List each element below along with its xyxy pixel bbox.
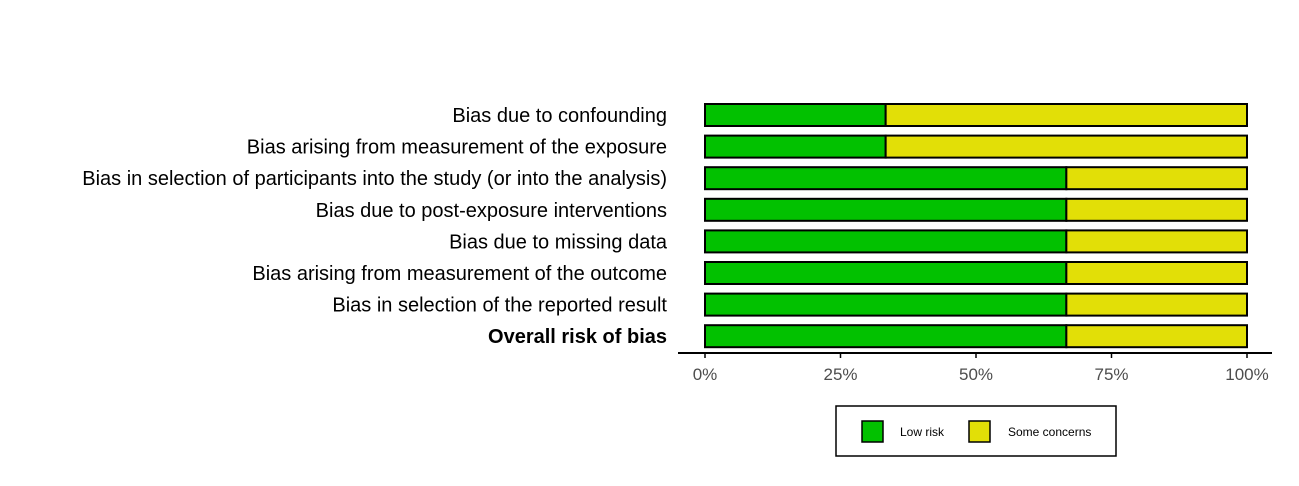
bar-low-risk [704,292,1068,317]
x-tick-label: 100% [1225,365,1268,384]
y-tick-label: Bias in selection of the reported result [332,295,667,317]
bar-low-risk [704,134,887,159]
legend: Low risk Some concerns [835,405,1117,457]
bar-low-risk [704,229,1068,254]
bar-low-risk [704,103,887,127]
bar-low-risk [704,324,1068,349]
x-tick-label: 75% [1094,365,1128,384]
legend-swatch [968,420,991,443]
bar-some-concerns [884,134,1249,159]
y-tick-label: Bias in selection of participants into t… [82,168,667,190]
legend-label: Low risk [900,425,945,439]
y-tick-label: Bias arising from measurement of the exp… [247,137,667,159]
bar-some-concerns [884,103,1249,127]
bar-some-concerns [1065,292,1249,317]
bar-low-risk [704,261,1068,285]
y-tick-label: Bias due to confounding [452,105,667,127]
bar-some-concerns [1065,261,1249,285]
y-tick-label: Bias due to post-exposure interventions [316,200,667,222]
bar-some-concerns [1065,324,1249,349]
y-tick-label: Bias arising from measurement of the out… [252,263,667,285]
bar-some-concerns [1065,197,1249,222]
legend-label: Some concerns [1008,425,1091,439]
bar-low-risk [704,166,1068,191]
bar-some-concerns [1065,166,1249,191]
legend-swatch [861,420,884,443]
bar-some-concerns [1065,229,1249,254]
y-tick-label: Bias due to missing data [449,231,668,253]
x-tick-label: 50% [959,365,993,384]
x-tick-label: 25% [823,365,857,384]
bar-low-risk [704,197,1068,222]
x-tick-label: 0% [693,365,718,384]
y-tick-label: Overall risk of bias [488,326,667,348]
